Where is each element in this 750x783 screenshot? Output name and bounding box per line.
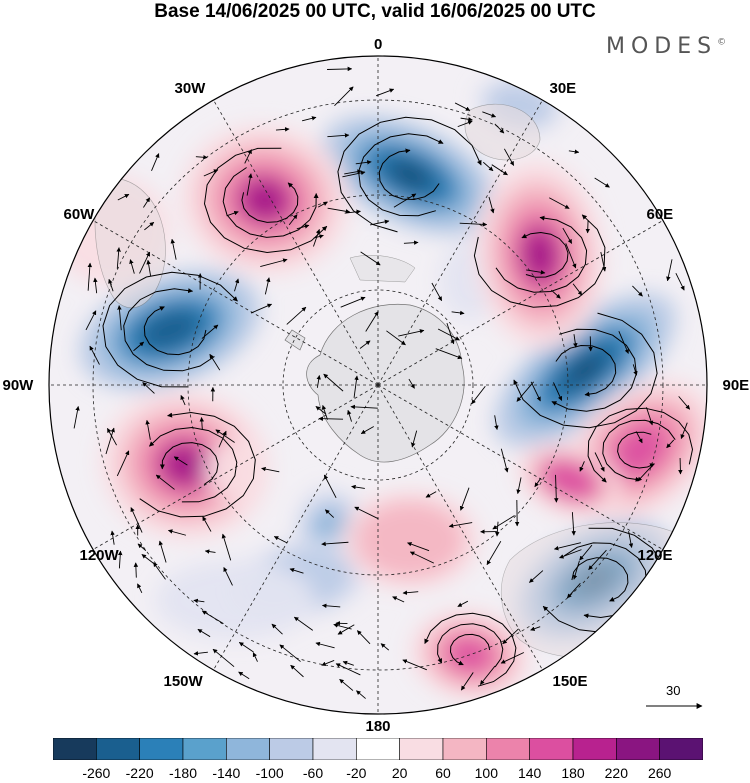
colorbar-segment xyxy=(226,738,270,760)
colorbar-tick-label: 100 xyxy=(474,765,499,781)
colorbar-segment xyxy=(529,738,574,760)
colorbar-tick-label: -220 xyxy=(125,765,154,781)
modes-logo: MODES© xyxy=(606,34,727,59)
colorbar-segment xyxy=(486,738,530,760)
colorbar-tick-label: 260 xyxy=(647,765,672,781)
colorbar-segment xyxy=(269,738,314,760)
longitude-label: 90E xyxy=(722,377,750,394)
reference-vector xyxy=(646,703,703,709)
longitude-label: 180 xyxy=(365,718,391,735)
longitude-label: 120W xyxy=(79,547,119,564)
longitude-label: 90W xyxy=(2,377,34,394)
longitude-label: 30E xyxy=(549,80,577,97)
longitude-label: 150W xyxy=(163,673,203,690)
longitude-label: 30W xyxy=(174,80,206,97)
colorbar-tick-label: 60 xyxy=(435,765,451,781)
colorbar-tick-label: -20 xyxy=(346,765,367,781)
colorbar-tick-label: -60 xyxy=(302,765,324,781)
longitude-label: 60E xyxy=(646,206,674,223)
colorbar xyxy=(53,738,703,760)
longitude-label: 0 xyxy=(374,36,383,53)
colorbar-tick-label: -260 xyxy=(82,765,111,781)
colorbar-segment xyxy=(572,738,617,760)
colorbar-tick-label: -100 xyxy=(255,765,284,781)
longitude-label: 150E xyxy=(552,673,588,690)
reference-vector-value: 30 xyxy=(666,683,681,698)
colorbar-tick-label: -140 xyxy=(212,765,241,781)
colorbar-segment xyxy=(616,738,660,760)
wind-streamlines xyxy=(73,66,694,699)
chart-title: Base 14/06/2025 00 UTC, valid 16/06/2025… xyxy=(154,1,596,22)
lat-lon-grid xyxy=(49,56,707,714)
colorbar-segment xyxy=(312,738,357,760)
longitude-label: 120E xyxy=(637,547,673,564)
colorbar-tick-label: 20 xyxy=(391,765,408,781)
longitude-label: 60W xyxy=(63,206,95,223)
colorbar-segment xyxy=(53,738,97,760)
colorbar-tick-label: 180 xyxy=(561,765,585,781)
colorbar-segment xyxy=(442,738,487,760)
map-boundary xyxy=(48,55,708,715)
colorbar-segment xyxy=(356,738,400,760)
colorbar-tick-label: -180 xyxy=(168,765,198,781)
colorbar-segment xyxy=(182,738,227,760)
colorbar-tick-label: 140 xyxy=(517,765,542,781)
map-disk xyxy=(49,56,707,714)
anomaly-field xyxy=(50,76,707,701)
colorbar-segment xyxy=(96,738,140,760)
colorbar-segment xyxy=(399,738,444,760)
colorbar-segment xyxy=(659,738,703,760)
colorbar-tick-label: 220 xyxy=(604,765,629,781)
colorbar-segment xyxy=(139,738,184,760)
